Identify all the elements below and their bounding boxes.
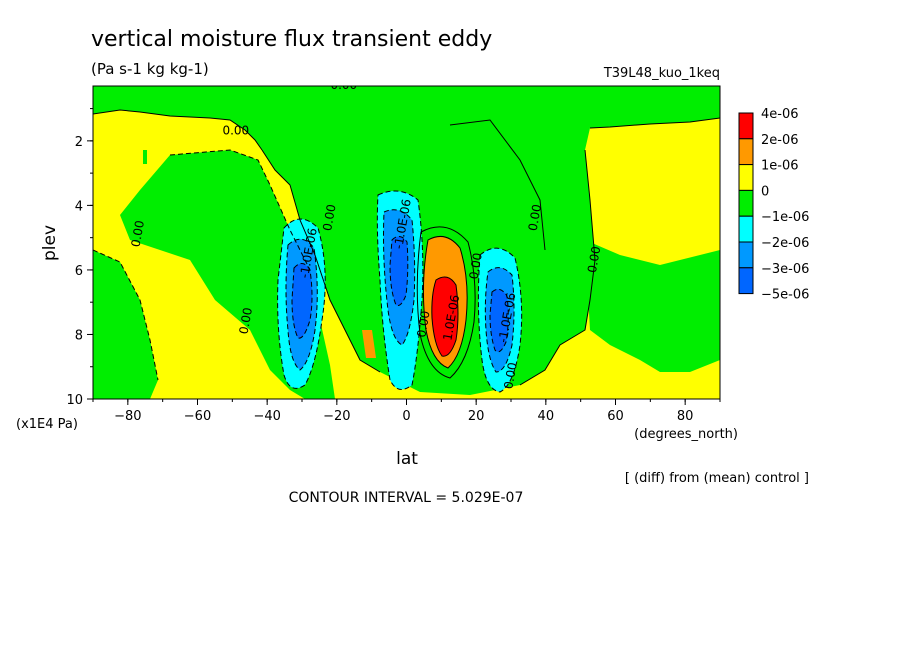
contour-label: 0.00 (414, 310, 432, 339)
x-tick-label: 80 (677, 409, 694, 424)
run-label: T39L48_kuo_1keq (603, 66, 720, 81)
legend-label: −2e-06 (761, 236, 809, 251)
legend-swatch (738, 241, 754, 269)
contour-interval: CONTOUR INTERVAL = 5.029E-07 (289, 490, 524, 506)
x-tick-label: −60 (184, 409, 211, 424)
legend: 4e-06 2e-06 1e-06 0 −1e-06 −2e-06 −3e-06 −5e-06 (738, 107, 809, 303)
x-tick-label: −20 (323, 409, 350, 424)
legend-label: −3e-06 (761, 262, 809, 277)
chart-units: (Pa s-1 kg kg-1) (91, 60, 209, 78)
legend-label: −5e-06 (761, 288, 809, 303)
x-tick-label: −80 (114, 409, 141, 424)
legend-label: 2e-06 (761, 133, 799, 148)
contour-label: 0.00 (320, 203, 338, 232)
y-axis-unit: (x1E4 Pa) (16, 417, 78, 432)
contour-lines-negative (93, 149, 523, 393)
legend-swatch (738, 164, 754, 191)
legend-label: −1e-06 (761, 210, 809, 225)
legend-swatch (738, 267, 754, 295)
legend-swatch (738, 189, 754, 217)
footnote: [ (diff) from (mean) control ] (625, 471, 809, 486)
x-tick-label: 20 (468, 409, 485, 424)
field-positive-peak (431, 276, 458, 357)
x-tick-label: −40 (253, 409, 280, 424)
legend-swatch (738, 138, 754, 166)
contour-label: 0.00 (330, 78, 357, 92)
field-negative-peak (292, 236, 509, 352)
contour-lines (93, 109, 720, 386)
field-small-features (133, 150, 666, 306)
legend-label: 1e-06 (761, 159, 799, 174)
y-tick-label: 2 (75, 135, 83, 150)
y-tick-label: 8 (75, 328, 83, 343)
x-tick-label: 0 (402, 409, 410, 424)
legend-swatch (738, 215, 754, 243)
x-tick-label: 60 (607, 409, 624, 424)
legend-label: 0 (761, 184, 769, 199)
plot-area: 0.000.000.000.000.00-1.0E-06-1.0E-060.00… (93, 78, 720, 399)
y-tick-label: 6 (75, 264, 83, 279)
contour-label: 0.00 (585, 245, 603, 274)
chart-title: vertical moisture flux transient eddy (91, 27, 492, 52)
contour-label: 0.00 (501, 361, 519, 390)
contour-label: 0.00 (222, 123, 249, 137)
y-tick-label: 4 (75, 199, 83, 214)
legend-label: 4e-06 (761, 107, 799, 122)
contour-label: 0.00 (466, 252, 484, 281)
y-axis: 2 4 6 8 10 (66, 108, 93, 408)
y-tick-label: 10 (66, 393, 83, 408)
y-axis-label: plev (40, 225, 60, 261)
contour-label: 0.00 (237, 306, 255, 335)
x-axis: −80 −60 −40 −20 0 20 40 60 80 (92, 399, 721, 424)
legend-swatch (738, 112, 754, 140)
x-axis-unit: (degrees_north) (634, 427, 738, 442)
contour-label: 0.00 (526, 203, 544, 232)
x-tick-label: 40 (538, 409, 555, 424)
x-axis-label: lat (396, 449, 418, 469)
contour-label: 0.00 (129, 219, 147, 248)
